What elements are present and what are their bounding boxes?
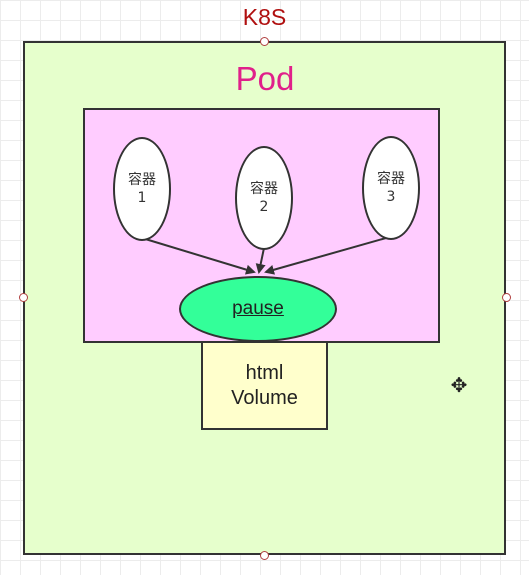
cluster-title: K8S [242,4,287,30]
volume-box[interactable]: html Volume [201,341,328,430]
edge-container-1-to-pause[interactable] [141,237,256,275]
container-1-name: 容器 [128,172,156,188]
pause-label: pause [232,298,284,319]
resize-handle-left[interactable] [19,293,28,302]
resize-handle-top[interactable] [260,37,269,46]
edge-container-2-to-pause[interactable] [255,247,266,274]
container-3-number: 3 [386,189,396,205]
resize-handle-bottom[interactable] [260,551,269,560]
edge-container-3-to-pause[interactable] [264,237,387,275]
volume-label-line2: Volume [231,386,298,409]
volume-label-line1: html [245,361,284,384]
container-2-name: 容器 [250,181,278,197]
container-node-2[interactable]: 容器 2 [235,146,293,250]
container-1-number: 1 [137,190,147,206]
pause-container-node[interactable]: pause [179,276,337,342]
move-cursor-icon: ✥ [450,375,468,397]
pod-title: Pod [235,60,295,97]
container-node-1[interactable]: 容器 1 [113,137,171,241]
container-2-number: 2 [259,199,269,215]
container-3-name: 容器 [377,171,405,187]
container-node-3[interactable]: 容器 3 [362,136,420,240]
resize-handle-right[interactable] [502,293,511,302]
